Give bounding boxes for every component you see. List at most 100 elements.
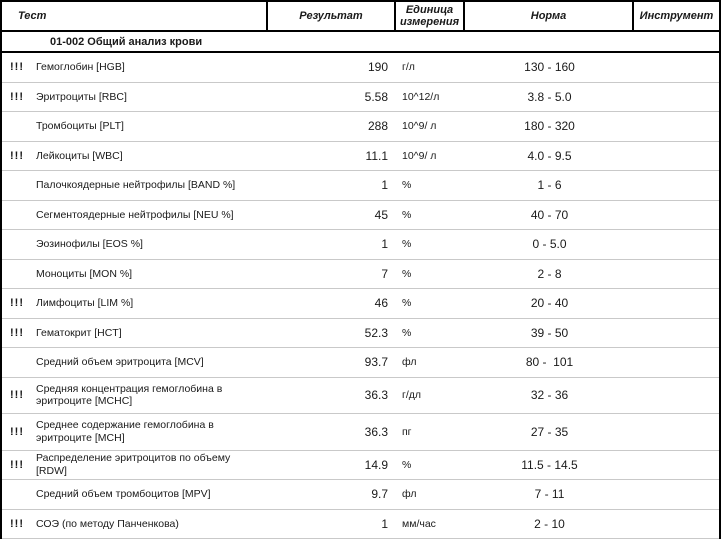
abnormal-flag: !!! bbox=[10, 458, 24, 471]
norm-range: 4.0 - 9.5 bbox=[527, 148, 572, 163]
test-name: Среднее содержание гемоглобина в эритроц… bbox=[36, 419, 214, 444]
table-row: Тромбоциты [PLT] 288 10^9/ л 180 - 320 bbox=[2, 112, 719, 142]
result-value: 36.3 bbox=[364, 388, 388, 403]
abnormal-flag: !!! bbox=[10, 90, 24, 103]
result-value: 7 bbox=[381, 266, 388, 281]
test-name: Тромбоциты [PLT] bbox=[36, 120, 124, 132]
test-name: Эозинофилы [EOS %] bbox=[36, 238, 143, 250]
unit-label: 10^9/ л bbox=[402, 149, 437, 162]
col-header-unit: Единица измерения bbox=[396, 2, 465, 30]
unit-label: фл bbox=[402, 488, 417, 501]
table-row: Палочкоядерные нейтрофилы [BAND %] 1 % 1… bbox=[2, 171, 719, 201]
norm-range: 2 - 8 bbox=[537, 266, 562, 281]
norm-range: 11.5 - 14.5 bbox=[521, 457, 578, 472]
norm-range: 3.8 - 5.0 bbox=[527, 89, 572, 104]
norm-range: 20 - 40 bbox=[530, 296, 569, 311]
unit-label: мм/час bbox=[402, 517, 436, 530]
result-value: 45 bbox=[374, 207, 388, 222]
test-name: Лимфоциты [LIM %] bbox=[36, 297, 134, 309]
unit-label: 10^12/л bbox=[402, 90, 440, 103]
table-row: !!! Среднее содержание гемоглобина в эри… bbox=[2, 414, 719, 451]
abnormal-flag: !!! bbox=[10, 297, 24, 310]
table-row: !!! Гематокрит [HCT] 52.3 % 39 - 50 bbox=[2, 319, 719, 348]
table-row: Моноциты [MON %] 7 % 2 - 8 bbox=[2, 260, 719, 289]
abnormal-flag: !!! bbox=[10, 61, 24, 74]
table-body: !!! Гемоглобин [HGB] 190 г/л 130 - 160 !… bbox=[2, 53, 719, 539]
test-name: Лейкоциты [WBC] bbox=[36, 149, 123, 162]
norm-range: 180 - 320 bbox=[524, 119, 575, 134]
col-header-test: Тест bbox=[2, 2, 268, 30]
unit-label: фл bbox=[402, 356, 417, 369]
table-row: !!! Лимфоциты [LIM %] 46 % 20 - 40 bbox=[2, 289, 719, 319]
unit-label: г/дл bbox=[402, 389, 422, 402]
unit-label: % bbox=[402, 326, 412, 339]
table-row: !!! Эритроциты [RBC] 5.58 10^12/л 3.8 - … bbox=[2, 83, 719, 112]
norm-range: 130 - 160 bbox=[524, 60, 575, 75]
test-name: Распределение эритроцитов по объему [RDW… bbox=[36, 452, 231, 477]
norm-range: 80 - 101 bbox=[525, 355, 574, 370]
result-value: 36.3 bbox=[364, 424, 388, 439]
test-name: СОЭ (по методу Панченкова) bbox=[36, 517, 179, 530]
panel-section-title: 01-002 Общий анализ крови bbox=[50, 35, 203, 48]
result-value: 11.1 bbox=[365, 148, 388, 163]
unit-label: % bbox=[402, 238, 412, 251]
test-name: Моноциты [MON %] bbox=[36, 267, 133, 280]
unit-label: % bbox=[402, 208, 412, 221]
result-value: 1 bbox=[381, 516, 388, 531]
norm-range: 0 - 5.0 bbox=[532, 237, 567, 252]
table-row: Средний объем эритроцита [MCV] 93.7 фл 8… bbox=[2, 348, 719, 378]
table-row: !!! Лейкоциты [WBC] 11.1 10^9/ л 4.0 - 9… bbox=[2, 142, 719, 171]
table-row: Эозинофилы [EOS %] 1 % 0 - 5.0 bbox=[2, 230, 719, 260]
test-name: Средний объем тромбоцитов [MPV] bbox=[36, 488, 211, 500]
norm-range: 1 - 6 bbox=[537, 178, 562, 193]
table-header-row: Тест Результат Единица измерения Норма И… bbox=[2, 2, 719, 32]
norm-range: 2 - 10 bbox=[534, 516, 565, 531]
unit-label: % bbox=[402, 297, 412, 310]
result-value: 1 bbox=[381, 237, 388, 252]
result-value: 190 bbox=[367, 60, 388, 75]
result-value: 52.3 bbox=[364, 325, 388, 340]
result-value: 5.58 bbox=[364, 89, 388, 104]
col-header-instrument: Инструмент bbox=[639, 10, 714, 22]
col-header-norm: Норма bbox=[465, 2, 634, 30]
test-name: Эритроциты [RBC] bbox=[36, 90, 127, 103]
table-row: !!! Средняя концентрация гемоглобина в э… bbox=[2, 378, 719, 414]
panel-section-header: 01-002 Общий анализ крови bbox=[2, 32, 719, 53]
result-value: 46 bbox=[374, 296, 388, 311]
result-value: 93.7 bbox=[364, 355, 388, 370]
unit-label: г/л bbox=[402, 61, 415, 74]
table-row: !!! Распределение эритроцитов по объему … bbox=[2, 451, 719, 480]
result-value: 1 bbox=[381, 178, 388, 193]
norm-range: 32 - 36 bbox=[530, 388, 569, 403]
result-value: 14.9 bbox=[364, 457, 388, 472]
col-header-result: Результат bbox=[268, 2, 396, 30]
table-row: !!! СОЭ (по методу Панченкова) 1 мм/час … bbox=[2, 510, 719, 539]
test-name: Сегментоядерные нейтрофилы [NEU %] bbox=[36, 208, 234, 221]
unit-label: % bbox=[402, 267, 412, 280]
test-name: Гематокрит [HCT] bbox=[36, 326, 122, 339]
unit-label: 10^9/ л bbox=[402, 120, 437, 133]
result-value: 288 bbox=[367, 119, 388, 134]
abnormal-flag: !!! bbox=[10, 389, 24, 402]
abnormal-flag: !!! bbox=[10, 326, 24, 339]
result-value: 9.7 bbox=[371, 487, 388, 502]
test-name: Средняя концентрация гемоглобина в эритр… bbox=[36, 382, 223, 408]
table-row: !!! Гемоглобин [HGB] 190 г/л 130 - 160 bbox=[2, 53, 719, 83]
norm-range: 40 - 70 bbox=[530, 207, 569, 222]
norm-range: 39 - 50 bbox=[530, 325, 569, 340]
unit-label: % bbox=[402, 458, 412, 471]
norm-range: 7 - 11 bbox=[534, 487, 565, 502]
unit-label: % bbox=[402, 179, 412, 192]
abnormal-flag: !!! bbox=[10, 517, 24, 530]
norm-range: 27 - 35 bbox=[530, 424, 569, 439]
unit-label: пг bbox=[402, 425, 412, 438]
test-name: Палочкоядерные нейтрофилы [BAND %] bbox=[36, 179, 236, 191]
abnormal-flag: !!! bbox=[10, 149, 24, 162]
table-row: Сегментоядерные нейтрофилы [NEU %] 45 % … bbox=[2, 201, 719, 230]
test-name: Средний объем эритроцита [MCV] bbox=[36, 356, 204, 368]
table-row: Средний объем тромбоцитов [MPV] 9.7 фл 7… bbox=[2, 480, 719, 510]
abnormal-flag: !!! bbox=[10, 425, 24, 438]
test-name: Гемоглобин [HGB] bbox=[36, 61, 125, 73]
